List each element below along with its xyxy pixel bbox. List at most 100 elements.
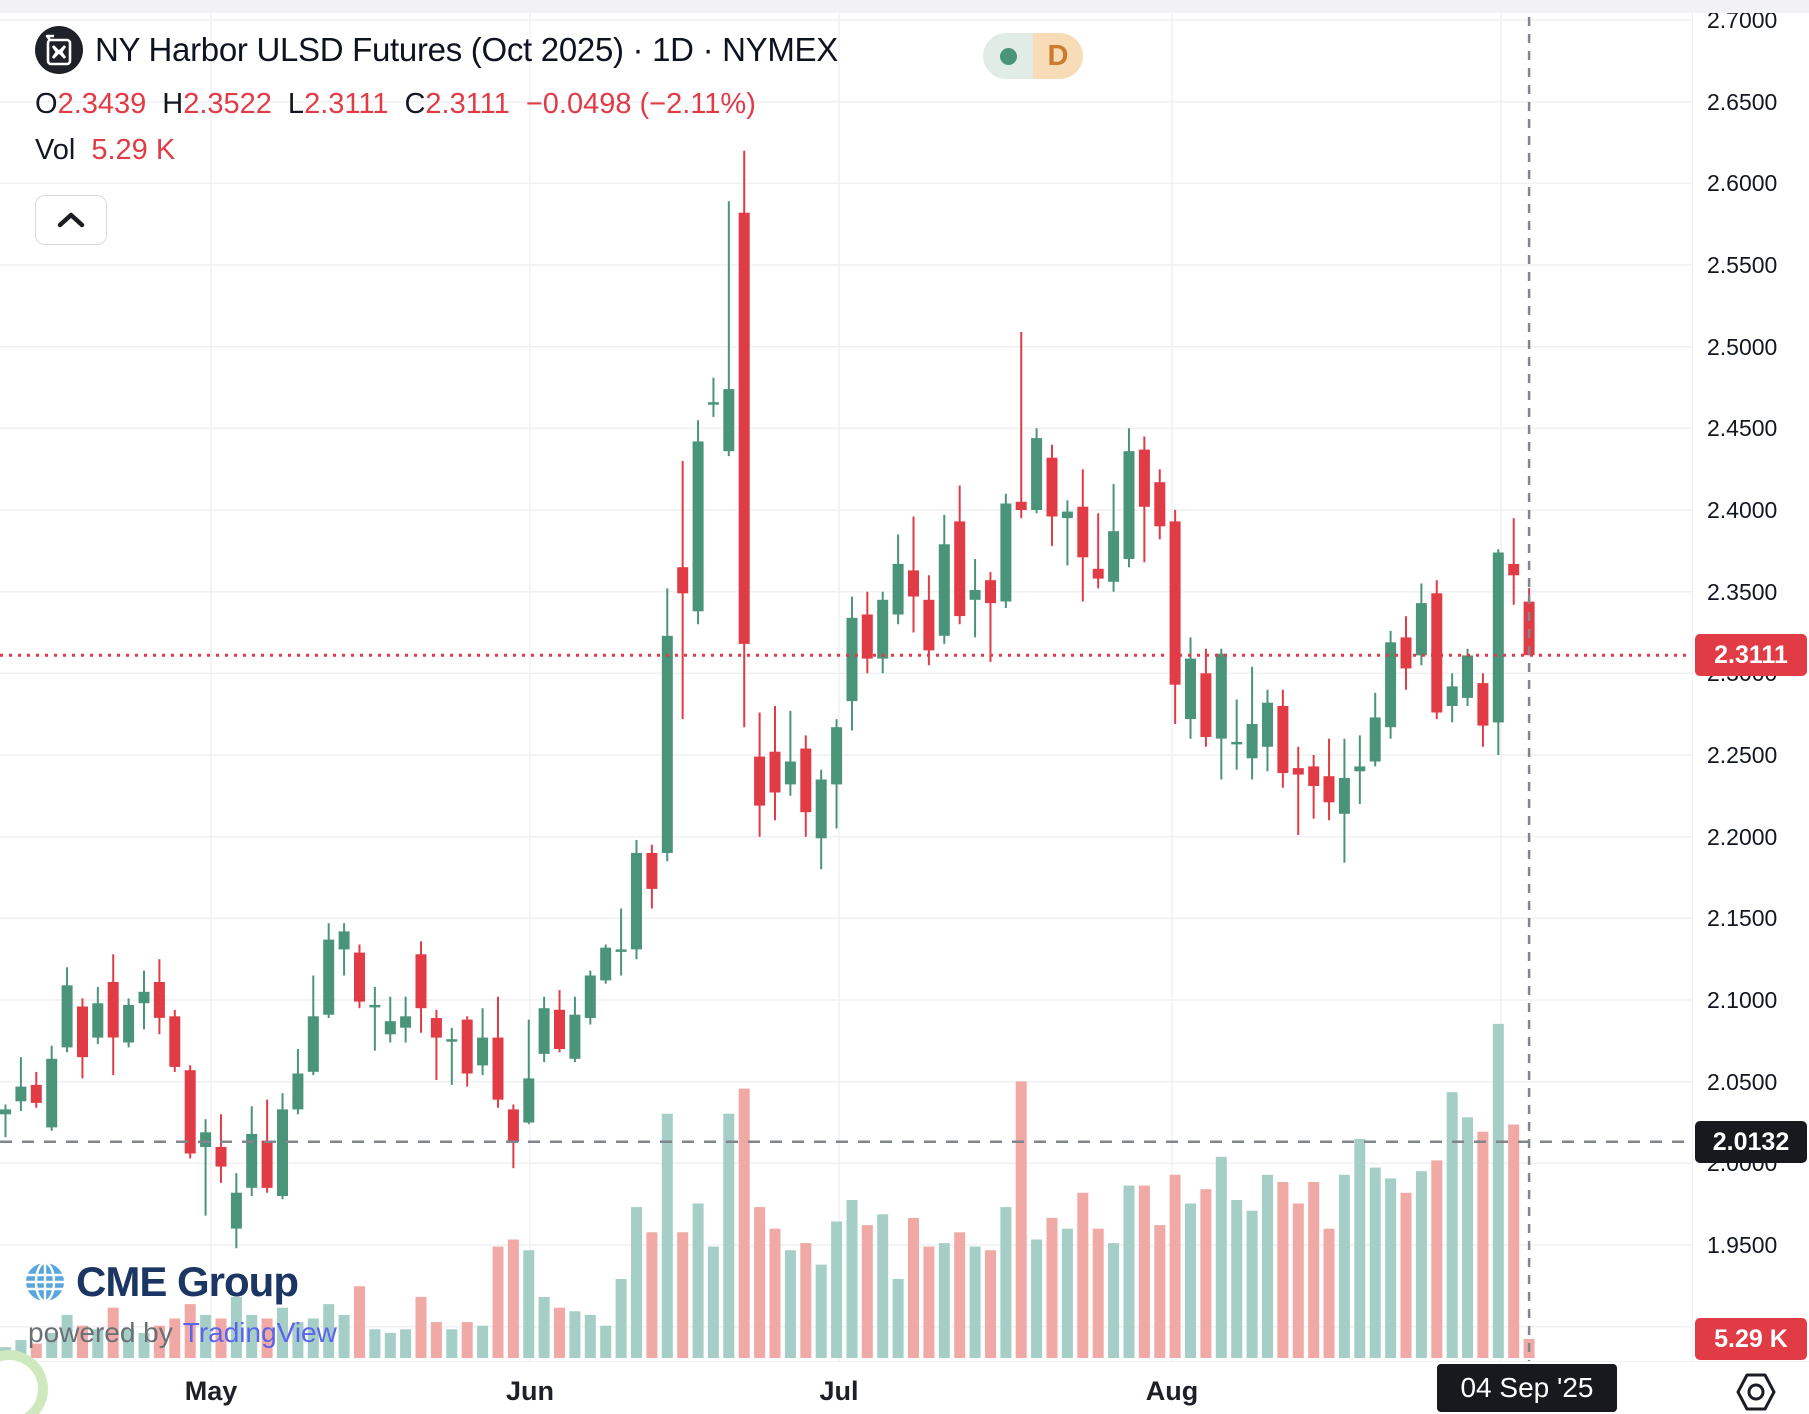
price-axis[interactable]: 2.7000 2.6500 2.6000 2.5500 2.5000 2.4500 2.40…: [1692, 0, 1809, 1361]
candle[interactable]: [1092, 513, 1104, 589]
candle[interactable]: [461, 1016, 473, 1087]
candle[interactable]: [1246, 666, 1258, 780]
candle[interactable]: [969, 559, 981, 638]
candle[interactable]: [1354, 735, 1366, 804]
candle[interactable]: [923, 575, 935, 666]
candle[interactable]: [15, 1057, 27, 1112]
candle[interactable]: [631, 839, 642, 960]
candle[interactable]: [1462, 648, 1473, 706]
candle[interactable]: [754, 712, 766, 837]
candle[interactable]: [230, 1173, 242, 1249]
candle[interactable]: [1000, 493, 1012, 608]
candle[interactable]: [1231, 699, 1243, 770]
candle[interactable]: [1492, 549, 1504, 755]
candle[interactable]: [215, 1114, 227, 1183]
candle[interactable]: [861, 591, 873, 674]
candle[interactable]: [46, 1045, 58, 1131]
candle[interactable]: [692, 420, 704, 625]
candle[interactable]: [77, 998, 88, 1079]
candle[interactable]: [1108, 483, 1120, 592]
candle[interactable]: [415, 941, 427, 1033]
candle[interactable]: [292, 1049, 304, 1115]
candle[interactable]: [1400, 616, 1412, 690]
candle[interactable]: [384, 996, 396, 1043]
candle[interactable]: [354, 944, 365, 1009]
candle[interactable]: [1154, 469, 1166, 540]
collapse-legend-button[interactable]: [35, 195, 107, 245]
candle[interactable]: [846, 596, 858, 731]
candle[interactable]: [138, 970, 150, 1030]
candle[interactable]: [877, 591, 889, 674]
candle[interactable]: [1185, 637, 1196, 739]
candle[interactable]: [569, 996, 581, 1063]
candle[interactable]: [323, 923, 335, 1018]
candle[interactable]: [723, 201, 735, 457]
candle[interactable]: [277, 1093, 288, 1200]
candle[interactable]: [446, 1027, 458, 1085]
candle[interactable]: [200, 1119, 212, 1216]
candle[interactable]: [261, 1099, 273, 1193]
candle[interactable]: [707, 377, 719, 417]
candle[interactable]: [1215, 648, 1227, 780]
candle[interactable]: [661, 588, 673, 862]
candle[interactable]: [1369, 692, 1381, 767]
candle[interactable]: [1477, 673, 1489, 747]
settings-button[interactable]: [1733, 1371, 1779, 1414]
candle[interactable]: [369, 986, 381, 1051]
candle[interactable]: [492, 996, 504, 1108]
candle[interactable]: [507, 1104, 519, 1169]
candle[interactable]: [92, 986, 104, 1045]
candle[interactable]: [831, 719, 843, 829]
candle[interactable]: [1077, 469, 1089, 602]
candle[interactable]: [1277, 689, 1289, 788]
candle[interactable]: [1415, 583, 1427, 666]
candle[interactable]: [61, 967, 73, 1053]
candle[interactable]: [1262, 689, 1273, 772]
candle[interactable]: [1015, 332, 1027, 519]
candle[interactable]: [1385, 630, 1397, 739]
candle[interactable]: [169, 1009, 181, 1072]
candle[interactable]: [677, 461, 689, 720]
candle[interactable]: [523, 1019, 535, 1125]
candle[interactable]: [584, 970, 596, 1025]
candle[interactable]: [477, 1008, 489, 1076]
candle[interactable]: [0, 1104, 11, 1138]
candle[interactable]: [769, 706, 781, 821]
candle[interactable]: [30, 1071, 42, 1108]
candle[interactable]: [1200, 648, 1212, 747]
candle[interactable]: [1046, 444, 1058, 546]
candle[interactable]: [1292, 746, 1304, 835]
time-axis[interactable]: 04 Sep '25 May Jun Jul Aug: [0, 1361, 1809, 1414]
interval-toggle[interactable]: D: [983, 33, 1083, 79]
candle[interactable]: [400, 996, 412, 1043]
candle[interactable]: [800, 735, 812, 837]
candle[interactable]: [938, 514, 950, 644]
candle[interactable]: [738, 150, 750, 728]
candle[interactable]: [184, 1065, 196, 1159]
candle[interactable]: [1308, 755, 1320, 819]
tradingview-link[interactable]: TradingView: [182, 1317, 337, 1348]
candle[interactable]: [1338, 738, 1350, 863]
candle[interactable]: [600, 944, 612, 984]
candle[interactable]: [430, 1009, 442, 1080]
candle[interactable]: [646, 844, 658, 909]
candle[interactable]: [815, 769, 827, 870]
candle[interactable]: [538, 996, 550, 1063]
candle[interactable]: [1446, 673, 1458, 723]
candle[interactable]: [1123, 428, 1135, 568]
candle[interactable]: [1169, 510, 1181, 724]
candle[interactable]: [123, 998, 135, 1048]
candle[interactable]: [554, 990, 565, 1053]
candle[interactable]: [892, 534, 904, 625]
candle[interactable]: [1508, 518, 1520, 605]
candle[interactable]: [153, 959, 165, 1035]
candle[interactable]: [1138, 436, 1150, 563]
candle[interactable]: [954, 485, 966, 625]
candle[interactable]: [1061, 500, 1073, 566]
candle[interactable]: [908, 516, 919, 633]
candle[interactable]: [307, 975, 319, 1076]
candle[interactable]: [338, 923, 350, 976]
candle[interactable]: [985, 572, 996, 662]
candle[interactable]: [107, 954, 119, 1076]
candle[interactable]: [615, 908, 627, 976]
